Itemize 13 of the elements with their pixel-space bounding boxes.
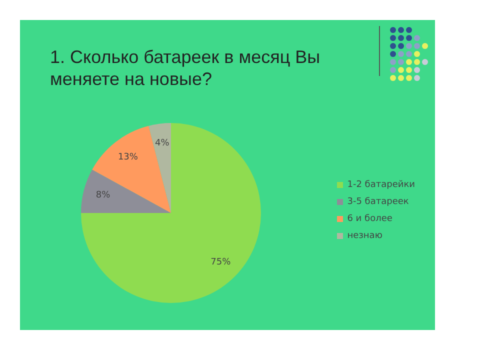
pie-slice bbox=[92, 126, 171, 213]
chart-title: 1. Сколько батареек в месяц Вы меняете на новые? bbox=[50, 46, 322, 90]
pie-slice bbox=[148, 123, 171, 213]
legend-label: 3-5 батареек bbox=[347, 197, 409, 207]
legend-label: незнаю bbox=[347, 231, 382, 241]
pie-slice bbox=[81, 170, 171, 213]
data-label: 4% bbox=[155, 138, 170, 148]
data-label: 75% bbox=[210, 258, 232, 268]
pie-slice bbox=[81, 123, 261, 303]
legend-label: 6 и более bbox=[347, 214, 392, 224]
data-label: 13% bbox=[118, 152, 138, 163]
data-label: 8% bbox=[96, 190, 111, 201]
legend-label: 1-2 батарейки bbox=[347, 180, 415, 190]
